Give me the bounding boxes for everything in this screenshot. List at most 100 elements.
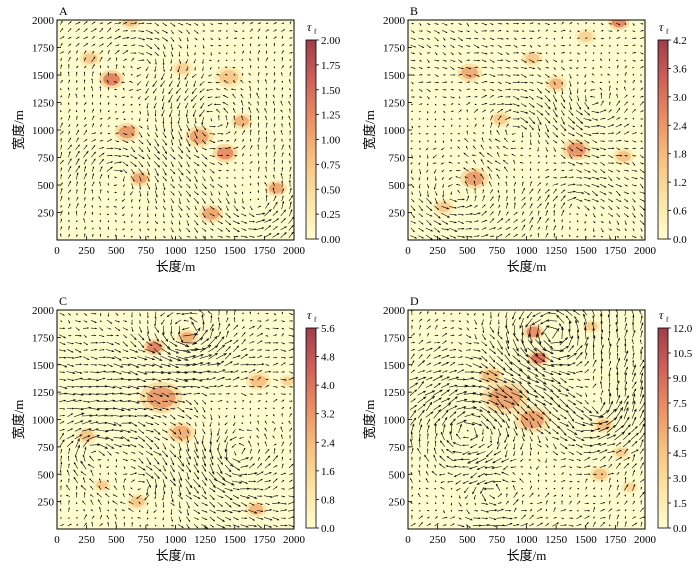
arrow-25-7-head bbox=[611, 185, 614, 188]
arrow-24-17 bbox=[599, 109, 607, 113]
arrow-14-2-head bbox=[171, 222, 173, 225]
arrow-18-12-head bbox=[201, 441, 204, 445]
arrow-13-22-head bbox=[517, 74, 520, 76]
arrow-16-1 bbox=[186, 516, 191, 522]
arrow-2-24-head bbox=[427, 61, 430, 64]
arrow-0-29-head bbox=[411, 22, 415, 25]
arrow-6-3-head bbox=[106, 213, 109, 216]
arrow-19-13 bbox=[210, 428, 212, 435]
arrow-11-5-head bbox=[146, 492, 149, 496]
arrow-18-21-head bbox=[199, 83, 202, 86]
arrow-14-18-head bbox=[524, 105, 527, 107]
arrow-1-17-head bbox=[69, 108, 71, 111]
arrow-11-10-head bbox=[150, 453, 154, 456]
arrow-29-15-head bbox=[640, 124, 643, 127]
arrow-15-7-head bbox=[530, 181, 532, 184]
arrow-16-21 bbox=[185, 80, 189, 87]
arrow-18-6 bbox=[201, 191, 207, 195]
arrow-15-12-head bbox=[529, 147, 531, 150]
arrow-12-21 bbox=[152, 80, 158, 87]
arrow-28-5-head bbox=[282, 195, 284, 198]
arrow-2-9 bbox=[75, 165, 80, 173]
arrow-6-10 bbox=[106, 161, 113, 164]
arrow-3-23 bbox=[82, 356, 89, 360]
arrow-13-11 bbox=[162, 154, 167, 160]
y-axis-label: 宽度/m bbox=[11, 110, 26, 150]
arrow-8-19-head bbox=[127, 386, 131, 389]
arrow-8-3-head bbox=[122, 214, 124, 217]
hotspot-8 bbox=[123, 20, 138, 27]
arrow-9-22-head bbox=[485, 73, 488, 76]
arrow-19-23 bbox=[208, 353, 218, 360]
arrow-5-0-head bbox=[454, 236, 457, 239]
arrow-6-26 bbox=[106, 42, 112, 48]
arrow-10-11 bbox=[138, 154, 145, 159]
arrow-19-15-head bbox=[210, 418, 213, 421]
arrow-12-22-head bbox=[508, 75, 511, 77]
arrow-18-24 bbox=[199, 345, 211, 353]
arrow-13-4 bbox=[514, 202, 516, 209]
arrow-20-7-head bbox=[220, 185, 223, 188]
arrow-8-22 bbox=[473, 74, 480, 77]
arrow-4-28 bbox=[90, 28, 97, 33]
arrow-6-6-head bbox=[107, 190, 109, 193]
arrow-9-26-head bbox=[133, 44, 136, 46]
arrow-16-24-head bbox=[185, 61, 188, 64]
arrow-4-22-head bbox=[444, 74, 447, 76]
arrow-10-11-head bbox=[142, 156, 145, 160]
arrow-21-27-head bbox=[577, 37, 580, 39]
arrow-3-9-head bbox=[82, 454, 85, 457]
arrow-9-16-head bbox=[131, 118, 133, 121]
arrow-7-0-head bbox=[114, 234, 117, 237]
arrow-13-2-head bbox=[516, 219, 518, 221]
arrow-4-25-head bbox=[92, 50, 95, 53]
arrow-16-11-head bbox=[537, 155, 540, 158]
arrow-19-17-head bbox=[206, 110, 209, 113]
arrow-16-16 bbox=[185, 407, 193, 410]
arrow-7-17-head bbox=[114, 111, 117, 113]
arrow-26-0-head bbox=[269, 233, 272, 236]
arrow-24-28-head bbox=[601, 30, 604, 32]
arrow-7-24-head bbox=[115, 57, 118, 60]
arrow-23-21-head bbox=[240, 79, 243, 82]
arrow-10-6-head bbox=[491, 189, 493, 192]
arrow-12-24 bbox=[153, 348, 161, 355]
arrow-27-10 bbox=[623, 162, 629, 165]
arrow-19-19-head bbox=[214, 385, 218, 388]
arrow-15-7-head bbox=[179, 478, 182, 482]
arrow-0-17-head bbox=[60, 109, 62, 112]
arrow-14-29 bbox=[167, 312, 174, 317]
arrow-21-14-head bbox=[228, 131, 231, 134]
arrow-14-23-head bbox=[525, 67, 528, 69]
arrow-13-20-head bbox=[162, 91, 164, 94]
arrow-18-27-head bbox=[202, 38, 205, 41]
arrow-15-24-head bbox=[179, 61, 182, 64]
colorbar-label-sub: f bbox=[666, 28, 669, 36]
arrow-16-1 bbox=[186, 227, 190, 232]
arrow-20-7 bbox=[567, 183, 576, 186]
arrow-25-5-head bbox=[257, 197, 260, 200]
arrow-5-15-head bbox=[104, 414, 108, 417]
arrow-1-14-head bbox=[71, 420, 75, 423]
arrow-7-3-head bbox=[112, 500, 115, 503]
arrow-26-3 bbox=[264, 209, 272, 217]
arrow-11-21-head bbox=[499, 82, 502, 84]
arrow-9-3-head bbox=[131, 215, 133, 218]
arrow-21-15 bbox=[575, 124, 583, 131]
arrow-18-21-head bbox=[207, 370, 211, 373]
arrow-15-25-head bbox=[178, 54, 181, 57]
arrow-17-0-head bbox=[546, 232, 549, 235]
arrow-5-25-head bbox=[103, 341, 106, 344]
arrow-0-25 bbox=[59, 341, 66, 345]
arrow-15-19-head bbox=[183, 385, 187, 389]
arrow-17-20-head bbox=[191, 91, 194, 95]
y-tick-label: 250 bbox=[38, 208, 55, 220]
arrow-8-13-head bbox=[126, 141, 129, 144]
arrow-8-18-head bbox=[122, 104, 125, 106]
arrow-15-3 bbox=[178, 501, 181, 509]
arrow-13-0-head bbox=[162, 525, 165, 528]
arrow-22-27-head bbox=[235, 37, 238, 39]
arrow-20-22-head bbox=[216, 73, 219, 76]
arrow-12-4-head bbox=[155, 207, 158, 210]
arrow-11-24-head bbox=[152, 350, 156, 354]
